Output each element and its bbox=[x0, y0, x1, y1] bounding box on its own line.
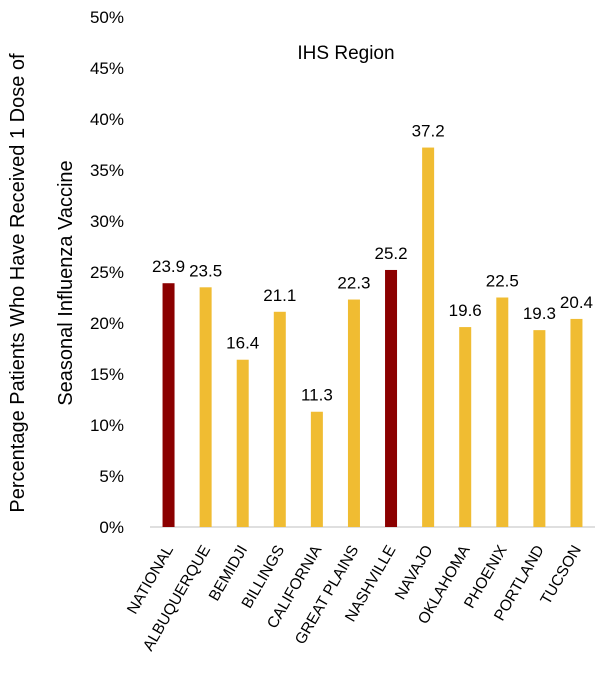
data-label: 20.4 bbox=[560, 293, 593, 312]
y-tick-label: 0% bbox=[99, 518, 124, 537]
y-tick-label: 45% bbox=[90, 59, 124, 78]
data-label: 16.4 bbox=[226, 334, 259, 353]
bar-national bbox=[162, 283, 175, 527]
y-axis-title: Percentage Patients Who Have Received 1 … bbox=[7, 53, 77, 513]
data-label: 23.9 bbox=[152, 257, 185, 276]
y-axis-title-line-2: Seasonal Influenza Vaccine bbox=[55, 160, 77, 405]
data-label: 11.3 bbox=[301, 386, 333, 405]
bars-group bbox=[162, 147, 583, 527]
bar-portland bbox=[533, 330, 546, 527]
bar-tucson bbox=[570, 318, 583, 527]
bar-bemidji bbox=[236, 359, 249, 527]
y-tick-label: 35% bbox=[90, 161, 124, 180]
data-label: 19.3 bbox=[523, 304, 556, 323]
data-label: 23.5 bbox=[189, 261, 222, 280]
bar-navajo bbox=[422, 147, 435, 527]
bar-billings bbox=[273, 311, 286, 527]
y-axis-ticks: 0% 5% 10% 15% 20% 25% 30% 35% 40% 45% 50% bbox=[90, 8, 124, 537]
data-label: 22.3 bbox=[337, 274, 370, 293]
chart-title: IHS Region bbox=[297, 43, 394, 64]
bar-albuquerque bbox=[199, 287, 212, 527]
y-tick-label: 5% bbox=[99, 467, 124, 486]
category-label: ALBUQUERQUE bbox=[140, 543, 214, 654]
data-label: 21.1 bbox=[263, 286, 296, 305]
y-tick-label: 30% bbox=[90, 212, 124, 231]
bar-oklahoma bbox=[459, 327, 472, 527]
data-label: 22.5 bbox=[486, 272, 519, 291]
y-tick-label: 25% bbox=[90, 263, 124, 282]
data-label: 19.6 bbox=[449, 301, 482, 320]
y-tick-label: 50% bbox=[90, 8, 124, 27]
y-tick-label: 40% bbox=[90, 110, 124, 129]
data-label: 25.2 bbox=[374, 244, 407, 263]
category-labels-group: NATIONALALBUQUERQUEBEMIDJIBILLINGSCALIFO… bbox=[124, 542, 585, 654]
bar-great-plains bbox=[347, 299, 360, 527]
bar-nashville bbox=[385, 269, 398, 527]
bar-phoenix bbox=[496, 297, 509, 527]
bar-california bbox=[310, 411, 323, 527]
y-tick-label: 15% bbox=[90, 365, 124, 384]
y-tick-label: 10% bbox=[90, 416, 124, 435]
y-axis-title-line-1: Percentage Patients Who Have Received 1 … bbox=[7, 53, 29, 513]
data-labels-group: 23.9 23.5 16.4 21.1 11.3 22.325.2 37.2 19.622.5… bbox=[152, 122, 593, 405]
data-label: 37.2 bbox=[412, 122, 445, 141]
y-tick-label: 20% bbox=[90, 314, 124, 333]
